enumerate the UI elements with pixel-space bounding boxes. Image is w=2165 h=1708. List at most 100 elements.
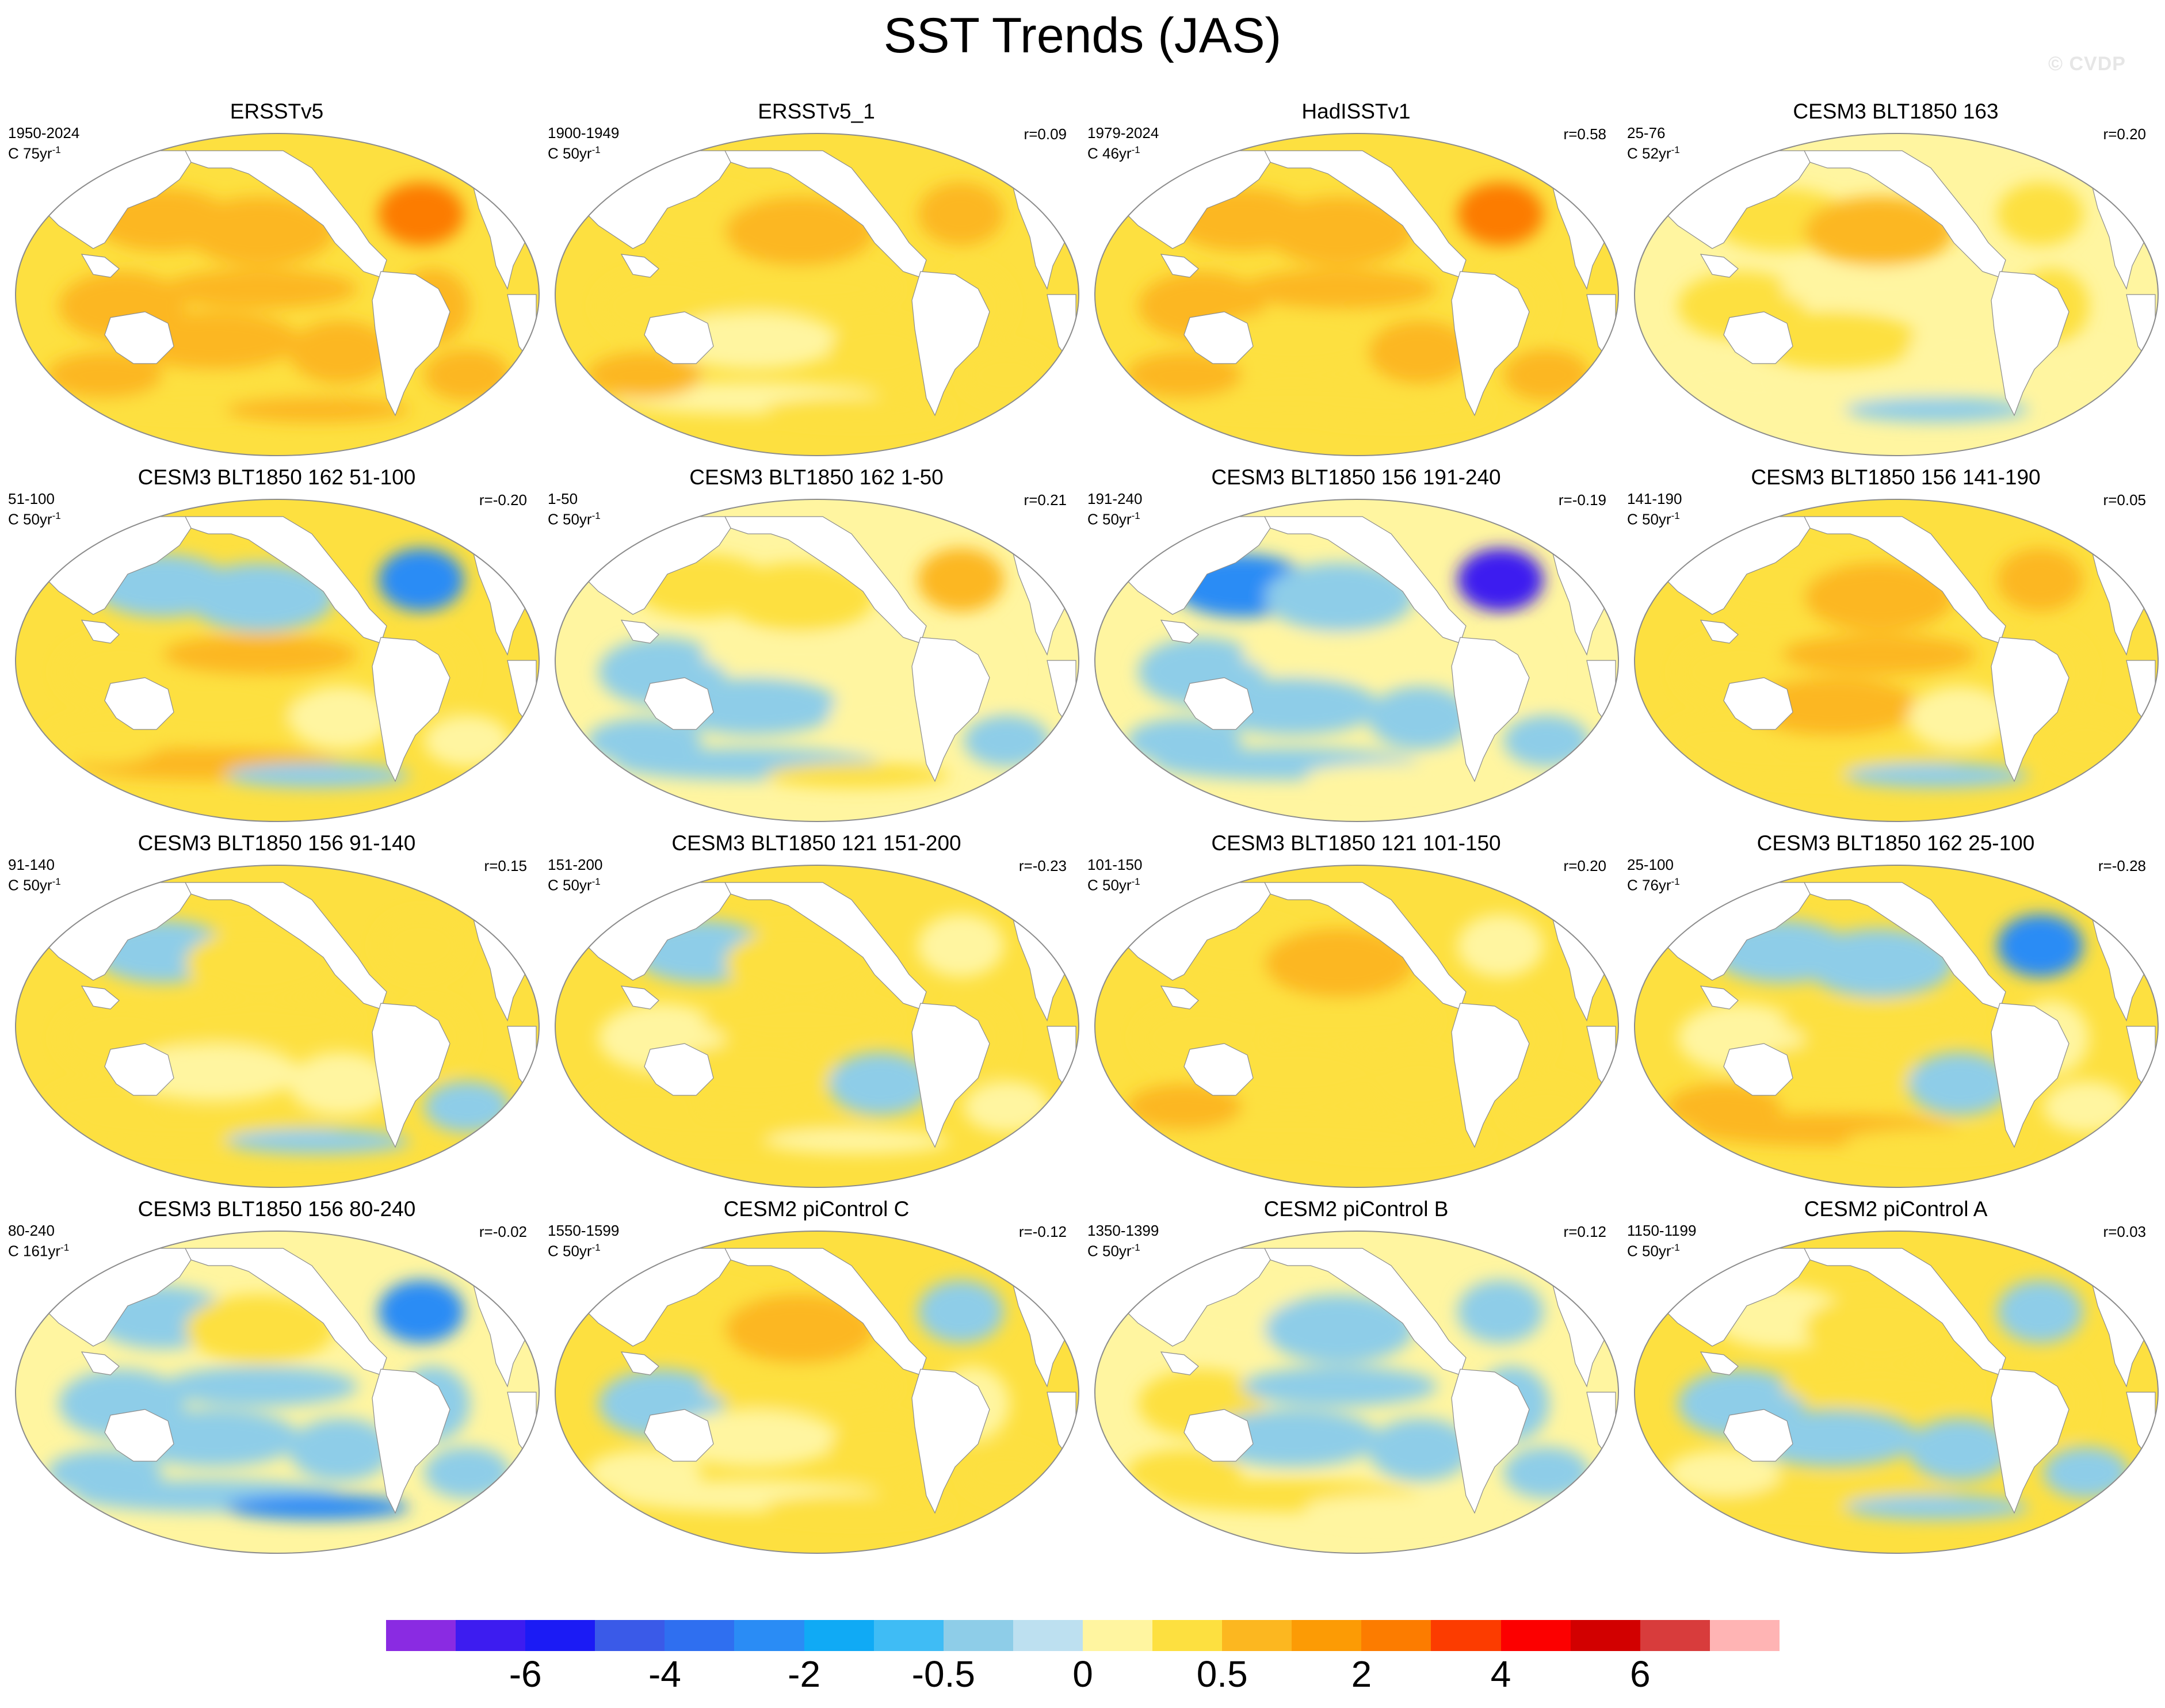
sst-trend-map xyxy=(15,499,540,822)
colorbar-label: 0 xyxy=(1072,1653,1093,1695)
anomaly-region xyxy=(1242,1366,1437,1407)
panel-period: 1979-2024 xyxy=(1087,124,1159,142)
map-panel: CESM3 BLT1850 121 101-150 101-150 C 50yr-1… xyxy=(1086,831,1626,1193)
panel-scale-exponent: -1 xyxy=(1671,510,1680,521)
panel-scale-text: C 50yr xyxy=(1087,876,1132,894)
colorbar-swatch xyxy=(734,1620,804,1651)
panel-scale: C 50yr-1 xyxy=(548,1239,601,1260)
colorbar-swatch xyxy=(1013,1620,1083,1651)
panel-title: CESM3 BLT1850 156 80-240 xyxy=(138,1197,416,1221)
sst-trend-map xyxy=(1634,1231,2159,1554)
colorbar-swatch xyxy=(1222,1620,1292,1651)
anomaly-region xyxy=(185,1294,335,1363)
map-panel: CESM3 BLT1850 162 25-100 25-100 C 76yr-1 r=… xyxy=(1626,831,2165,1193)
sst-trend-map xyxy=(1094,499,1619,822)
land-mass xyxy=(1804,150,2006,278)
land-mass xyxy=(1451,637,1530,782)
colorbar-swatch xyxy=(1361,1620,1431,1651)
panel-period: 25-100 xyxy=(1627,856,1674,873)
land-mass xyxy=(644,1043,714,1096)
anomaly-region xyxy=(424,715,510,767)
anomaly-region xyxy=(1845,763,2029,788)
colorbar-swatch xyxy=(1431,1620,1501,1651)
anomaly-region xyxy=(1457,182,1544,246)
anomaly-region xyxy=(1207,312,1380,369)
anomaly-region xyxy=(1305,1495,1489,1520)
land-mass xyxy=(724,1248,927,1375)
colorbar-swatch xyxy=(386,1620,456,1651)
anomaly-region xyxy=(1207,1409,1380,1467)
map-panel: CESM2 piControl C 1550-1599 C 50yr-1 r=-0.1… xyxy=(547,1197,1086,1559)
panel-scale-text: C 50yr xyxy=(8,510,52,528)
anomaly-region xyxy=(1368,686,1472,750)
land-mass xyxy=(185,882,387,1010)
anomaly-region xyxy=(1503,1447,1590,1499)
anomaly-region xyxy=(1781,269,1977,309)
colorbar-swatch xyxy=(1500,1620,1571,1651)
map-outline xyxy=(15,1231,540,1554)
sst-trend-map xyxy=(555,1231,1079,1554)
panel-scale: C 50yr-1 xyxy=(1627,1239,1680,1260)
land-mass xyxy=(724,882,927,1010)
anomaly-region xyxy=(765,397,949,422)
land-mass xyxy=(1804,516,2006,644)
anomaly-region xyxy=(226,763,410,788)
land-mass xyxy=(1723,677,1793,730)
map-panel: ERSSTv5_1 1900-1949 C 50yr-1 r=0.09 xyxy=(547,99,1086,461)
anomaly-region xyxy=(1242,269,1437,309)
land-mass xyxy=(1183,1409,1254,1462)
panel-period: 1900-1949 xyxy=(548,124,620,142)
anomaly-region xyxy=(226,1495,410,1520)
anomaly-region xyxy=(1804,1294,1954,1363)
panel-scale: C 50yr-1 xyxy=(548,873,601,894)
anomaly-region xyxy=(128,678,300,735)
panel-title: CESM2 piControl A xyxy=(1804,1197,1988,1221)
land-mass xyxy=(81,1351,120,1375)
anomaly-region xyxy=(1457,548,1544,612)
sst-trend-map xyxy=(15,133,540,456)
land-mass xyxy=(1723,311,1793,364)
anomaly-region xyxy=(702,269,898,309)
panel-scale-exponent: -1 xyxy=(591,144,601,155)
anomaly-region xyxy=(1305,763,1489,788)
map-outline xyxy=(555,865,1079,1188)
panel-scale-text: C 50yr xyxy=(548,1242,592,1260)
anomaly-region xyxy=(1908,1052,2011,1115)
colorbar-label: 6 xyxy=(1630,1653,1651,1695)
panel-period: 1350-1399 xyxy=(1087,1222,1159,1239)
land-mass xyxy=(644,1409,714,1462)
anomaly-region xyxy=(378,914,464,977)
land-mass xyxy=(1183,311,1254,364)
anomaly-region xyxy=(1804,928,1954,998)
land-mass xyxy=(620,254,659,278)
anomaly-region xyxy=(1457,914,1544,977)
sst-trend-map xyxy=(15,865,540,1188)
anomaly-region xyxy=(1997,548,2083,612)
land-mass xyxy=(1991,1369,2069,1514)
land-mass xyxy=(1160,1351,1199,1375)
anomaly-region xyxy=(1368,320,1472,384)
panel-scale: C 50yr-1 xyxy=(548,507,601,528)
land-mass xyxy=(372,1003,450,1148)
colorbar-swatch xyxy=(804,1620,874,1651)
anomaly-region xyxy=(289,1052,392,1115)
anomaly-region xyxy=(424,1081,510,1133)
panel-correlation: r=-0.02 xyxy=(479,1223,527,1240)
panel-scale-text: C 50yr xyxy=(1627,1242,1671,1260)
anomaly-region xyxy=(1265,197,1414,266)
anomaly-region xyxy=(128,1409,300,1467)
anomaly-region xyxy=(828,1418,932,1481)
panel-correlation: r=-0.23 xyxy=(1018,857,1067,874)
panel-scale: C 50yr-1 xyxy=(1627,507,1680,528)
anomaly-region xyxy=(702,1366,898,1407)
panel-title: CESM3 BLT1850 121 101-150 xyxy=(1211,831,1501,855)
colorbar-swatch xyxy=(943,1620,1013,1651)
anomaly-region xyxy=(725,928,875,998)
anomaly-region xyxy=(1997,1280,2083,1343)
panel-title: HadISSTv1 xyxy=(1301,100,1411,123)
panel-scale-exponent: -1 xyxy=(1671,1242,1680,1253)
land-mass xyxy=(104,1409,174,1462)
land-mass xyxy=(1160,985,1199,1010)
anomaly-region xyxy=(2043,1447,2129,1499)
land-mass xyxy=(1183,677,1254,730)
